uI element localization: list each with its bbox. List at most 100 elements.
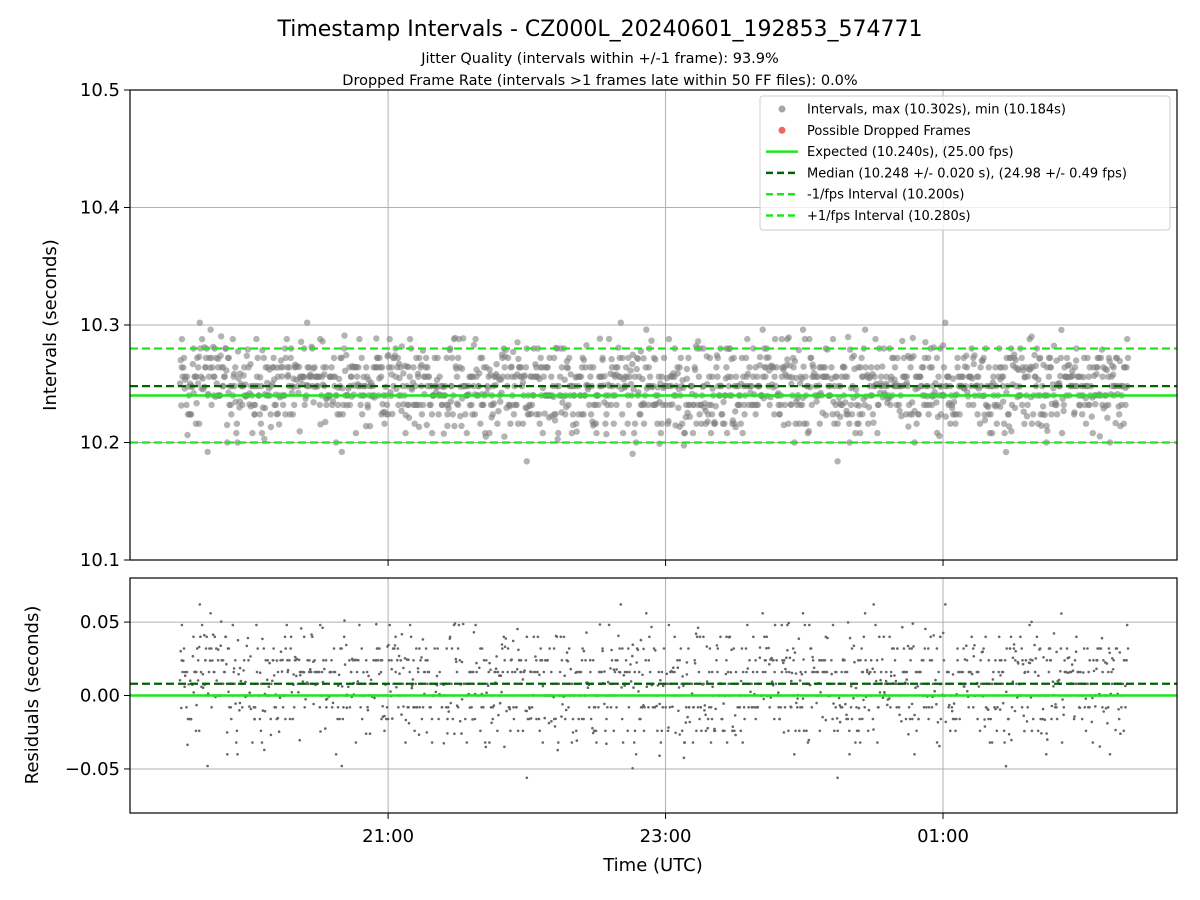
interval-point (448, 382, 455, 390)
residual-point (658, 702, 661, 706)
residual-point (984, 635, 987, 639)
residual-point (631, 654, 634, 658)
residual-point (318, 623, 322, 627)
interval-point (1018, 354, 1025, 362)
residual-point (325, 697, 329, 701)
interval-point (341, 345, 348, 352)
residual-point (366, 705, 369, 709)
residual-point (755, 670, 759, 674)
residual-point (450, 647, 454, 650)
interval-point (999, 382, 1006, 390)
interval-point (913, 420, 920, 427)
interval-point (790, 364, 797, 371)
interval-point (189, 360, 197, 368)
interval-point (633, 365, 640, 373)
interval-point (180, 354, 188, 362)
interval-point (675, 404, 682, 411)
residual-point (1039, 717, 1042, 721)
residual-point (935, 647, 939, 650)
residual-point (705, 680, 709, 683)
residual-point (935, 741, 939, 744)
interval-point (486, 429, 493, 437)
residual-point (1118, 651, 1122, 654)
residual-point (1023, 670, 1027, 674)
interval-point (905, 423, 912, 430)
interval-point (785, 420, 792, 427)
residual-point (618, 647, 621, 650)
residual-point (539, 647, 542, 650)
residual-point (1030, 620, 1033, 624)
residual-point (846, 717, 850, 721)
interval-point (284, 371, 292, 379)
residual-point (643, 706, 646, 709)
interval-point (1076, 402, 1084, 409)
residual-point (555, 635, 559, 639)
residual-point (566, 659, 570, 663)
residual-point (524, 659, 528, 662)
interval-point (891, 364, 899, 371)
interval-point (771, 411, 778, 418)
residual-point (299, 627, 303, 630)
residual-point (1045, 659, 1049, 662)
residual-point (621, 741, 625, 744)
interval-point (499, 373, 506, 380)
residual-point (404, 741, 407, 744)
residual-point (376, 647, 379, 650)
interval-point (932, 380, 939, 387)
residual-point (567, 647, 571, 650)
residual-point (397, 654, 401, 658)
residual-point (685, 661, 689, 664)
interval-point (1023, 413, 1031, 420)
residual-point (442, 742, 446, 745)
residual-point (474, 623, 477, 627)
residual-point (812, 670, 816, 674)
residual-point (376, 659, 380, 662)
residual-point (447, 710, 451, 713)
residual-point (320, 670, 324, 674)
interval-point (1000, 398, 1007, 405)
residual-point (259, 682, 263, 686)
residual-point (309, 668, 312, 671)
interval-point (334, 401, 342, 409)
residual-point (612, 729, 616, 733)
residual-point (575, 729, 578, 733)
interval-point (422, 354, 430, 362)
residual-point (794, 729, 797, 733)
interval-point (480, 401, 487, 409)
interval-point (1096, 433, 1104, 440)
interval-point (880, 345, 887, 352)
residual-point (873, 670, 876, 674)
interval-point (356, 335, 363, 343)
interval-point (355, 364, 362, 371)
interval-point (625, 354, 632, 362)
residual-point (416, 670, 420, 674)
interval-point (865, 404, 873, 411)
interval-point (339, 411, 346, 418)
residual-point (687, 706, 691, 709)
residual-point (340, 647, 343, 650)
residual-point (632, 741, 636, 744)
residual-point (939, 717, 943, 721)
interval-point (472, 335, 479, 343)
interval-point (353, 373, 361, 380)
residual-point (605, 717, 608, 721)
residual-point (325, 706, 328, 709)
interval-point (771, 335, 779, 343)
interval-point (1120, 420, 1128, 427)
residual-point (1105, 662, 1109, 665)
residual-point (802, 729, 806, 733)
interval-point (910, 353, 917, 360)
interval-point (997, 403, 1004, 410)
residual-point (716, 670, 719, 674)
interval-point (471, 411, 479, 418)
residual-point (604, 729, 607, 733)
residual-point (806, 741, 810, 744)
residual-point (677, 709, 680, 713)
interval-point (559, 399, 566, 406)
interval-point (415, 373, 422, 380)
residual-point (915, 670, 919, 674)
residual-point (295, 674, 298, 678)
residual-point (1107, 647, 1111, 650)
interval-point (619, 354, 626, 362)
residual-point (801, 697, 805, 700)
